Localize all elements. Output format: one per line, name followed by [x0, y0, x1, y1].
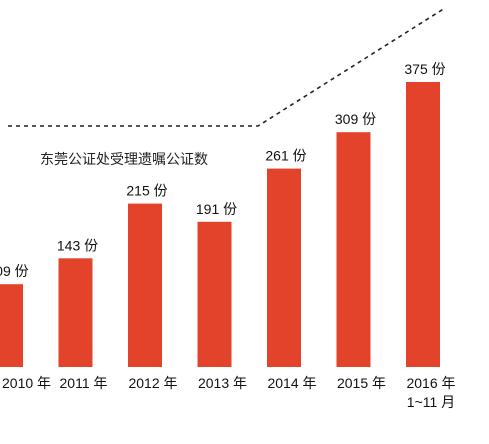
trend-dashed-line — [8, 7, 446, 127]
bar-0 — [0, 284, 23, 367]
bar-4 — [267, 168, 301, 367]
bar-3 — [197, 221, 232, 367]
bar-value-label-1: 143 份 — [57, 237, 98, 253]
bar-value-label-4: 261 份 — [265, 148, 306, 164]
category-label-5: 2015 年 — [337, 375, 386, 391]
category-label-2: 2012 年 — [128, 375, 177, 391]
bar-1 — [58, 258, 93, 367]
category-label-3: 2013 年 — [198, 375, 247, 391]
chart-title: 东莞公证处受理遗嘱公证数 — [40, 151, 208, 167]
category-labels-group: 2010 年 2011 年 2012 年 2013 年 2014 年 2015 年 2016… — [2, 375, 456, 410]
category-label-0: 2010 年 — [2, 375, 51, 391]
value-labels-group: 109 份 143 份 215 份 191 份 261 份 309 份 375 份 — [0, 61, 446, 279]
category-label-6: 2016 年 1~11 月 — [406, 375, 455, 410]
bar-value-label-6: 375 份 — [404, 61, 445, 77]
bar-value-label-0: 109 份 — [0, 263, 29, 279]
bar-6 — [406, 82, 440, 367]
bars-group — [0, 82, 440, 367]
bar-value-label-2: 215 份 — [126, 183, 167, 199]
bar-value-label-3: 191 份 — [196, 201, 237, 217]
bar-5 — [336, 132, 371, 367]
category-label-4: 2014 年 — [267, 375, 316, 391]
bar-value-label-5: 309 份 — [335, 111, 376, 127]
bar-2 — [128, 203, 162, 367]
category-label-1: 2011 年 — [60, 375, 108, 391]
